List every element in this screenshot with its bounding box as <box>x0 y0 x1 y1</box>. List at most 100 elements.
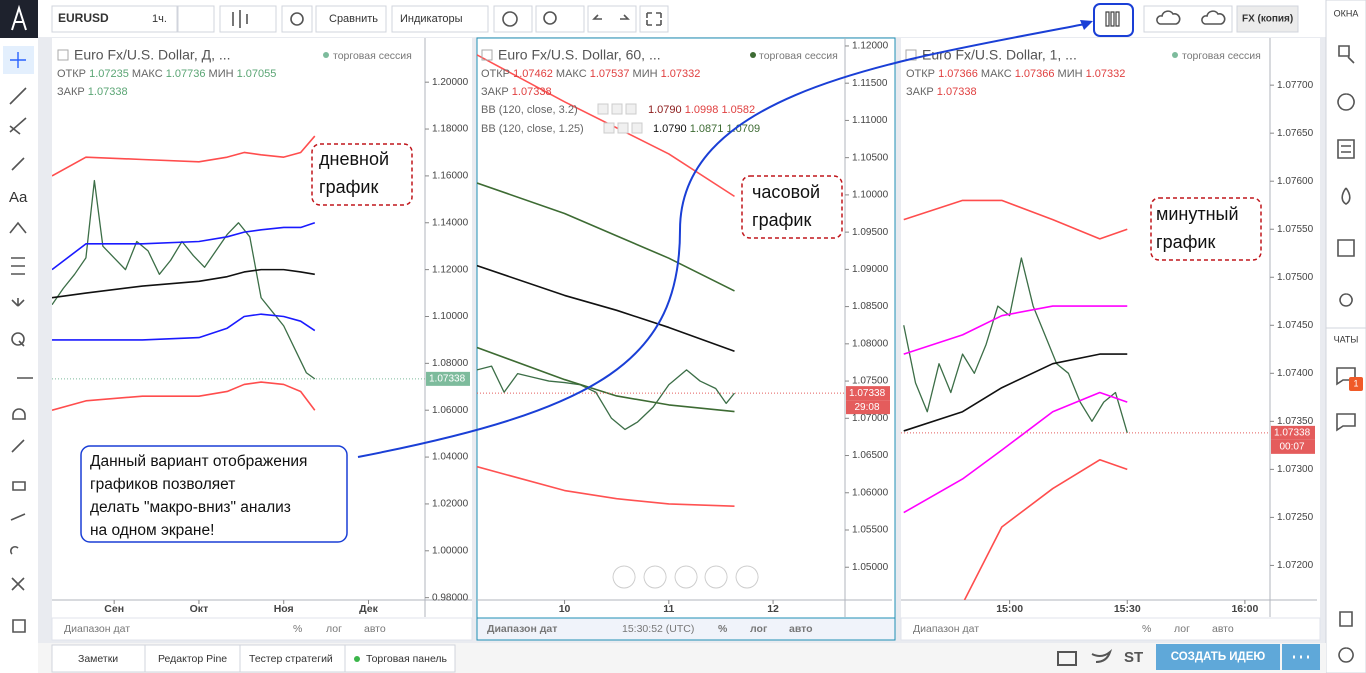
chart: 0.98000 1.00000 1.02000 1.04000 1.06000 1.080… <box>52 38 472 617</box>
clock: 15:30:52 (UTC) <box>622 623 694 635</box>
ohlc-value: 1.07332 <box>1086 68 1126 80</box>
tab-label[interactable]: Тестер стратегий <box>249 653 333 665</box>
band-line <box>963 458 1128 600</box>
nav-buttons[interactable] <box>612 565 759 589</box>
layout-icon <box>1105 11 1120 27</box>
note-line: Данный вариант отображения <box>90 453 307 470</box>
candle-icon <box>232 10 248 28</box>
band-line <box>52 135 316 177</box>
band-line <box>477 346 735 413</box>
y-tick-label: 1.10500 <box>852 152 889 163</box>
annotation-box <box>741 175 843 239</box>
last-price: 1.07338 <box>849 388 886 399</box>
alert-btn[interactable] <box>493 5 533 33</box>
log[interactable]: лог <box>750 623 768 635</box>
badge: 1 <box>1353 378 1358 388</box>
footer <box>476 617 896 641</box>
log[interactable]: лог <box>326 623 342 635</box>
tab[interactable] <box>239 644 346 673</box>
cloud-icons <box>1156 10 1226 25</box>
range[interactable]: Диапазон дат <box>487 623 557 635</box>
ideas-btn[interactable] <box>535 5 585 33</box>
fullscreen-btn[interactable] <box>639 5 669 33</box>
y-tick-label: 1.10000 <box>432 311 469 322</box>
percent[interactable]: % <box>293 623 302 635</box>
y-tick-label: 1.06000 <box>432 405 469 416</box>
y-tick-label: 1.07600 <box>1277 176 1314 187</box>
auto[interactable]: авто <box>364 623 386 635</box>
y-tick-label: 1.00000 <box>432 545 469 556</box>
ohlc-label: ОТКР <box>906 68 935 80</box>
y-tick-label: 1.05000 <box>852 562 889 573</box>
ohlc-label: МИН <box>633 68 658 80</box>
tab-label[interactable]: Заметки <box>78 653 118 665</box>
annotation: часовой <box>752 182 820 202</box>
percent[interactable]: % <box>1142 623 1151 635</box>
chats-label: ЧАТЫ <box>1334 334 1359 344</box>
auto[interactable]: авто <box>789 623 813 635</box>
interval[interactable]: 1ч. <box>152 13 167 25</box>
share-icons[interactable] <box>1057 648 1113 666</box>
tab[interactable] <box>144 644 241 673</box>
log[interactable]: лог <box>1174 623 1190 635</box>
ohlc-value: 1.07462 <box>513 68 553 80</box>
left-toolbar <box>0 38 38 673</box>
legend-toggle[interactable] <box>481 49 493 61</box>
y-tick-label: 1.09500 <box>852 227 889 238</box>
countdown: 00:07 <box>1279 442 1304 453</box>
range[interactable]: Диапазон дат <box>64 623 130 635</box>
stocktwits[interactable]: ST <box>1124 649 1143 666</box>
indicators-btn[interactable] <box>391 5 489 33</box>
indicator-value: 1.0998 <box>685 104 719 116</box>
y-tick-label: 1.07450 <box>1277 320 1314 331</box>
svg-text:ОТКР 1.07462 МАКС 1.07537 МИН: ОТКР 1.07462 МАКС 1.07537 МИН 1.07332 <box>481 68 700 80</box>
y-tick-label: 1.08000 <box>852 338 889 349</box>
band-line <box>477 54 735 198</box>
layout-name[interactable]: FX (копия) <box>1242 14 1293 25</box>
indicator-buttons[interactable] <box>597 103 643 134</box>
symbol[interactable]: EURUSD <box>58 11 109 25</box>
cloud-btns[interactable] <box>1143 5 1233 33</box>
ohlc-value: 1.07338 <box>937 86 977 98</box>
chart-title: Euro Fx/U.S. Dollar, 60, ... <box>498 47 661 63</box>
annotation: дневной <box>319 149 389 169</box>
create-idea[interactable]: СОЗДАТЬ ИДЕЮ <box>1171 651 1266 663</box>
percent[interactable]: % <box>718 623 728 635</box>
layout-name-box[interactable] <box>1236 5 1299 33</box>
ohlc-value: 1.07338 <box>88 86 128 98</box>
y-tick-label: 1.07300 <box>1277 464 1314 475</box>
annotation: график <box>752 210 811 230</box>
chart: 1.05000 1.05500 1.06000 1.06500 1.07000 1.075… <box>477 38 892 617</box>
annotation: график <box>319 177 378 197</box>
compare[interactable]: Сравнить <box>329 13 378 25</box>
band-line <box>52 268 315 299</box>
y-tick-label: 1.18000 <box>432 124 469 135</box>
indicators[interactable]: Индикаторы <box>400 13 463 25</box>
compare-btn[interactable] <box>315 5 387 33</box>
interval-menu[interactable] <box>177 5 215 33</box>
ohlc-value: 1.07338 <box>512 86 552 98</box>
settings[interactable] <box>281 5 313 33</box>
x-tick-label: 12 <box>767 603 779 615</box>
band-line <box>477 465 735 507</box>
band-line <box>477 264 735 353</box>
create-idea-btn[interactable] <box>1156 644 1280 670</box>
chart-style[interactable] <box>219 5 277 33</box>
chart-title: Euro Fx/U.S. Dollar, 1, ... <box>922 47 1077 63</box>
legend-toggle[interactable] <box>57 49 69 61</box>
y-tick-label: 1.16000 <box>432 171 469 182</box>
session-dot <box>750 52 756 58</box>
x-tick-label: 15:00 <box>996 603 1023 615</box>
y-tick-label: 1.07500 <box>852 376 889 387</box>
x-tick-label: 10 <box>559 603 571 615</box>
text-tool[interactable]: Aa <box>9 189 28 206</box>
auto[interactable]: авто <box>1212 623 1234 635</box>
range[interactable]: Диапазон дат <box>913 623 979 635</box>
symbol-box[interactable] <box>51 5 178 33</box>
tab-label[interactable]: Торговая панель <box>366 653 448 665</box>
price-line <box>477 365 736 431</box>
ohlc-value: 1.07235 <box>89 68 129 80</box>
tab[interactable] <box>344 644 456 673</box>
tab-label[interactable]: Редактор Pine <box>158 653 227 665</box>
last-price-tag <box>846 386 890 401</box>
